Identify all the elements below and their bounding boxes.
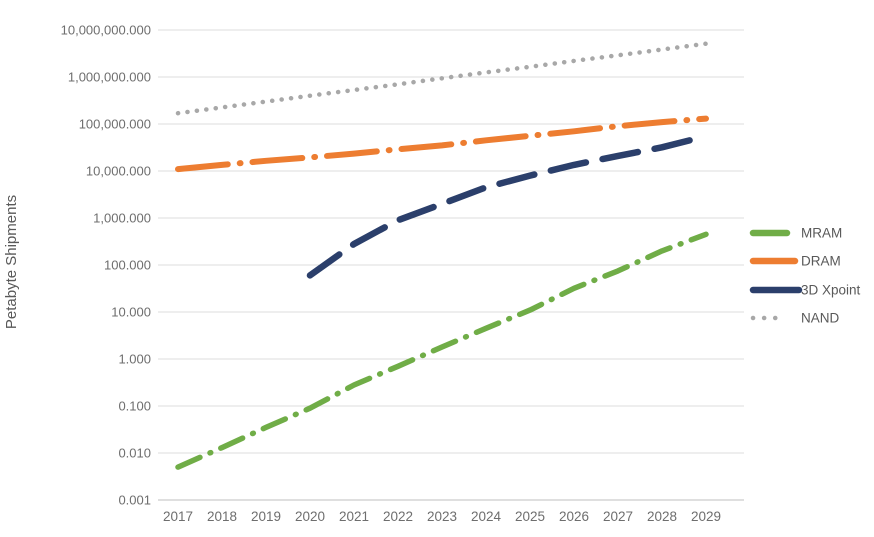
y-axis-tick-label: 0.010 — [118, 446, 151, 461]
x-axis-tick-label: 2018 — [207, 509, 237, 524]
x-axis-tick-label: 2024 — [471, 509, 502, 524]
x-axis-tick-label: 2026 — [559, 509, 589, 524]
y-axis-tick-label: 1.000 — [118, 352, 151, 367]
y-axis-tick-label: 100,000.000 — [79, 117, 151, 132]
series-line-mram — [175, 231, 709, 470]
legend-label-nand: NAND — [801, 311, 840, 326]
y-axis-tick-label: 10.000 — [111, 305, 151, 320]
axis-labels-layer: 10,000,000.000 1,000,000.000 100,000.000 10… — [61, 23, 721, 525]
y-axis-title: Petabyte Shipments — [3, 195, 20, 329]
series-line-dram — [175, 115, 709, 173]
series-line-3d-xpoint — [306, 132, 710, 279]
x-axis-tick-label: 2029 — [691, 509, 721, 524]
y-axis-tick-label: 0.001 — [118, 493, 151, 508]
gridlines-layer — [158, 29, 744, 501]
x-axis-tick-label: 2022 — [383, 509, 413, 524]
x-axis-tick-label: 2023 — [427, 509, 457, 524]
series-line-nand — [175, 41, 709, 116]
x-axis-tick-label: 2020 — [295, 509, 325, 524]
y-axis-tick-label: 1,000.000 — [93, 211, 151, 226]
legend-label-dram: DRAM — [801, 254, 841, 269]
x-axis-tick-label: 2021 — [339, 509, 369, 524]
y-axis-tick-label: 0.100 — [118, 399, 151, 414]
legend-label-3d-xpoint: 3D Xpoint — [801, 283, 861, 298]
x-axis-tick-label: 2019 — [251, 509, 281, 524]
x-axis-tick-label: 2028 — [647, 509, 677, 524]
x-axis-tick-label: 2017 — [163, 509, 193, 524]
legend-label-mram: MRAM — [801, 226, 842, 241]
x-axis-tick-label: 2025 — [515, 509, 545, 524]
y-axis-tick-label: 10,000,000.000 — [61, 23, 151, 38]
legend: MRAM DRAM 3D Xpoint NAND — [749, 226, 861, 326]
x-axis-tick-label: 2027 — [603, 509, 633, 524]
series-layer — [175, 41, 710, 470]
y-axis-tick-label: 10,000.000 — [86, 164, 151, 179]
y-axis-tick-label: 100.000 — [104, 258, 151, 273]
y-axis-tick-label: 1,000,000.000 — [68, 70, 151, 85]
